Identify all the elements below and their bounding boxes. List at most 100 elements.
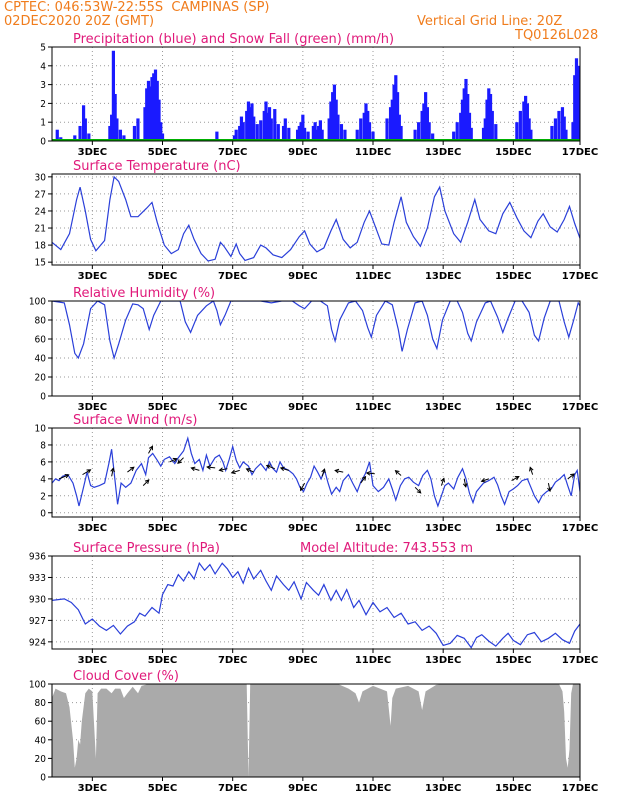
precip-bar-108 (494, 124, 498, 141)
cloud-cover-xtick-1: 5DEC (148, 783, 177, 794)
pressure-xtick-4: 11DEC (355, 655, 391, 666)
precipitation-xtick-1: 5DEC (148, 147, 177, 158)
precip-bar-62 (327, 118, 331, 141)
wind-xtick-1: 5DEC (148, 523, 177, 534)
precip-bar-15 (136, 118, 140, 141)
precip-bar-61 (320, 129, 324, 141)
cloud-cover-ytick-2: 40 (35, 735, 47, 746)
precip-bar-24 (157, 99, 161, 141)
precip-bar-111 (522, 101, 526, 141)
cloud-cover-ytick-5: 100 (29, 680, 46, 691)
wind-arrow-9 (206, 465, 216, 470)
header-coords: 046:53W-22:55S (54, 0, 164, 15)
wind-ytick-2: 4 (40, 474, 46, 485)
wind-xtick-2: 7DEC (218, 523, 247, 534)
temperature-line (52, 175, 580, 262)
precip-bar-27 (215, 131, 219, 141)
precip-bar-3 (78, 125, 82, 141)
temperature-xtick-7: 17DEC (562, 271, 598, 282)
wind-arrow-28 (567, 473, 575, 480)
precip-bar-59 (317, 125, 321, 141)
precip-bar-96 (460, 99, 465, 141)
cloud-cover-xtick-3: 9DEC (288, 783, 317, 794)
temperature-xtick-2: 7DEC (218, 271, 247, 282)
precip-bar-5 (83, 118, 87, 141)
humidity-panel: 0 20 40 60 80 100 3DEC 5DEC 7DEC 9DEC 11DEC 13DEC 15… (29, 286, 598, 413)
pressure-xtick-1: 5DEC (148, 655, 177, 666)
precip-bar-20 (150, 77, 154, 141)
humidity-ytick-5: 100 (29, 297, 46, 308)
cloud-cover-ytick-0: 0 (40, 773, 46, 784)
precip-bar-39 (259, 120, 263, 141)
precip-bar-84 (399, 125, 403, 141)
humidity-xtick-1: 5DEC (148, 402, 177, 413)
precip-bar-56 (311, 125, 315, 141)
wind-arrow-7 (177, 457, 184, 465)
precipitation-ytick-4: 4 (40, 61, 46, 72)
precip-bar-10 (113, 94, 117, 141)
humidity-line (52, 301, 580, 361)
temperature-ytick-4: 27 (35, 189, 46, 200)
precip-bar-41 (264, 101, 268, 141)
precip-bar-31 (239, 116, 244, 141)
temperature-ytick-2: 21 (35, 224, 46, 235)
humidity-ytick-4: 80 (35, 316, 47, 327)
wind-arrow-4 (142, 479, 150, 486)
humidity-ytick-0: 0 (40, 392, 46, 403)
precip-bar-34 (246, 101, 251, 141)
wind-arrow-14 (279, 466, 289, 472)
precip-bar-86 (417, 122, 421, 141)
precip-bar-103 (483, 118, 487, 141)
wind-arrow-6 (169, 457, 178, 463)
temperature-panel: 15 18 21 24 27 30 3DEC 5DEC 7DEC 9DEC 11DEC 13DEC 15… (35, 159, 599, 282)
precip-bar-75 (367, 122, 372, 141)
cloud-cover-xtick-6: 15DEC (495, 783, 531, 794)
precipitation-frame (51, 46, 581, 142)
temperature-xtick-3: 9DEC (288, 271, 317, 282)
humidity-xtick-4: 11DEC (355, 402, 391, 413)
precip-bar-19 (148, 86, 152, 141)
precipitation-ytick-0: 0 (40, 137, 46, 148)
humidity-xtick-6: 15DEC (495, 402, 531, 413)
precip-bar-119 (560, 107, 565, 141)
temperature-frame (51, 173, 581, 266)
precip-bar-25 (159, 122, 163, 141)
precip-bar-115 (529, 129, 533, 141)
wind-arrow-5 (148, 445, 153, 454)
pressure-xtick-7: 17DEC (562, 655, 598, 666)
pressure-ytick-4: 936 (29, 552, 46, 563)
cloud-cover-ytick-4: 80 (35, 698, 47, 709)
wind-arrow-17 (334, 468, 344, 474)
humidity-frame (51, 300, 581, 397)
temperature-ytick-5: 30 (35, 172, 47, 183)
precip-bar-17 (145, 88, 149, 141)
precip-bar-44 (269, 118, 273, 141)
cloud-cover-area (52, 684, 580, 777)
cloud-cover-xtick-0: 3DEC (78, 783, 107, 794)
precip-bar-29 (234, 129, 238, 141)
wind-arrow-27 (547, 482, 552, 493)
precipitation-xtick-4: 11DEC (355, 147, 391, 158)
wind-arrow-2 (110, 467, 115, 477)
precipitation-xtick-3: 9DEC (288, 147, 317, 158)
wind-arrow-13 (265, 464, 275, 470)
pressure-line (52, 561, 580, 649)
precip-bar-124 (574, 58, 579, 141)
pressure-note: Model Altitude: 743.553 m (300, 541, 473, 556)
precip-bar-64 (331, 92, 335, 141)
precip-bar-63 (329, 101, 333, 141)
precip-bar-72 (362, 112, 366, 141)
header-station: CAMPINAS (SP) (171, 0, 270, 15)
cloud-cover-frame (51, 683, 581, 778)
wind-title: Surface Wind (m/s) (73, 413, 197, 428)
precip-bar-104 (485, 99, 489, 141)
wind-arrow-11 (230, 469, 240, 475)
precip-bar-100 (467, 112, 472, 141)
precip-bar-79 (390, 99, 394, 141)
pressure-ytick-3: 933 (29, 573, 46, 584)
temperature-ytick-0: 15 (35, 258, 46, 269)
precip-bar-13 (122, 135, 126, 141)
wind-arrow-19 (365, 470, 375, 476)
pressure-xtick-6: 15DEC (495, 655, 531, 666)
precip-bar-45 (273, 109, 277, 141)
